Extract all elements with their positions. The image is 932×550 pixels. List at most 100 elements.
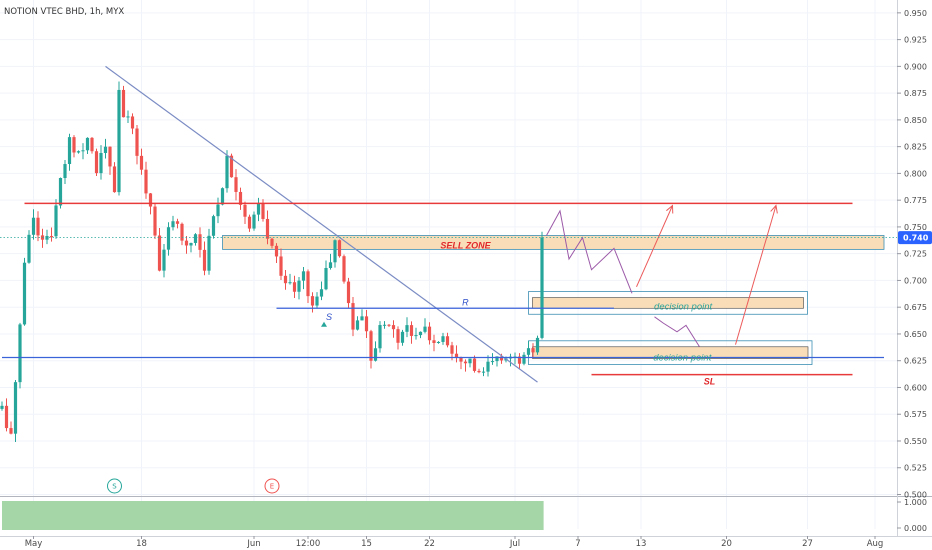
candle-up (360, 316, 364, 321)
candle-up (211, 216, 216, 236)
candle-up (252, 214, 256, 229)
candle-up (405, 325, 409, 332)
candle-up (207, 235, 211, 271)
candle-up (324, 268, 328, 290)
candle-down (499, 356, 504, 361)
candle-up (54, 205, 58, 237)
candle-down (108, 146, 112, 167)
candle-up (166, 227, 171, 250)
price-tick-label: 0.750 (904, 223, 927, 232)
price-tick-label: 0.850 (904, 116, 927, 125)
price-tick-label: 0.825 (904, 143, 927, 152)
drawing-tools: R S SL SELL ZONE decision point decision poin… (0, 65, 897, 494)
candle-down (238, 191, 243, 205)
last-price-tag (898, 231, 932, 245)
candle-down (36, 217, 40, 236)
candle-up (378, 325, 382, 349)
candle-down (247, 216, 252, 229)
candle-down (463, 361, 468, 364)
candle-up (355, 320, 360, 330)
candle-up (63, 164, 67, 179)
last-price-tag-label: 0.740 (903, 234, 929, 243)
candle-up (27, 234, 31, 263)
candle-down (198, 234, 202, 250)
decision-zone-inner (532, 297, 804, 309)
candle-down (49, 235, 54, 237)
candle-down (427, 326, 432, 341)
candle-up (171, 221, 175, 228)
candle-up (31, 217, 36, 235)
candle-up (414, 335, 418, 337)
candle-up (468, 358, 472, 364)
candle-up (193, 234, 198, 243)
price-axis[interactable]: 0.500 0.525 0.550 0.575 0.600 0.625 0.650 0.675… (897, 0, 932, 536)
candle-up (216, 204, 220, 217)
candle-up (495, 356, 499, 362)
volume-tick-label: 1.000 (904, 498, 927, 507)
time-tick-label: Aug (867, 539, 884, 549)
price-tick-label: 0.575 (904, 410, 927, 419)
candle-down (310, 296, 315, 306)
price-tick-label: 0.775 (904, 196, 927, 205)
candle-up (13, 382, 18, 434)
candle-down (454, 353, 459, 358)
candle-down (531, 348, 535, 353)
time-axis[interactable]: May 18 Jun 12:00 15 22 Jul 7 13 20 27 Aug (0, 536, 932, 549)
candle-up (315, 296, 319, 306)
time-tick-label: 27 (802, 539, 813, 549)
candlestick-series (0, 81, 544, 443)
candle-up (0, 405, 4, 409)
candle-up (256, 203, 261, 215)
candle-down (409, 325, 414, 336)
stop-loss-label: SL (704, 377, 716, 387)
price-tick-label: 0.500 (904, 491, 927, 500)
candle-up (288, 282, 292, 284)
candle-down (369, 331, 373, 361)
candle-up (85, 137, 90, 151)
price-tick-label: 0.925 (904, 36, 927, 45)
time-tick-label: 20 (721, 539, 732, 549)
decision-point-label: decision point (654, 301, 712, 312)
candle-down (4, 405, 9, 429)
price-tick-label: 0.650 (904, 330, 927, 339)
candle-down (396, 329, 400, 343)
time-tick-label: May (25, 539, 43, 549)
candle-up (301, 271, 306, 281)
candle-up (103, 146, 108, 153)
sell-zone-rect (222, 235, 885, 250)
event-badge (107, 478, 122, 494)
candle-up (162, 249, 166, 271)
price-tick-label: 0.525 (904, 464, 927, 473)
price-tick-label: 0.700 (904, 276, 927, 285)
candle-down (342, 256, 346, 282)
candle-up (67, 137, 72, 165)
candle-down (472, 358, 477, 371)
candle-down (306, 271, 310, 297)
candle-down (459, 357, 463, 362)
candle-up (76, 151, 81, 153)
candle-down (270, 238, 274, 246)
price-tick-label: 0.600 (904, 383, 927, 392)
volume-pane (0, 496, 932, 530)
candle-down (130, 116, 135, 129)
s-label: S (326, 312, 332, 322)
candle-down (346, 281, 351, 304)
triangle-up-icon (321, 321, 327, 327)
candle-up (333, 240, 337, 263)
event-badge-label: E (270, 483, 274, 491)
arrow-head (770, 204, 778, 214)
candle-up (225, 155, 229, 189)
candle-up (18, 324, 22, 383)
candle-down (445, 336, 450, 346)
time-tick-label: 15 (361, 539, 372, 549)
projection-path-secondary (654, 316, 700, 348)
candle-down (243, 204, 247, 217)
candle-down (175, 221, 180, 224)
price-tick-label: 0.900 (904, 62, 927, 71)
time-tick-label: 13 (636, 539, 647, 549)
price-tick-label: 0.950 (904, 9, 927, 18)
candle-down (517, 356, 522, 364)
time-tick-label: 7 (575, 539, 580, 549)
candle-up (58, 178, 63, 206)
